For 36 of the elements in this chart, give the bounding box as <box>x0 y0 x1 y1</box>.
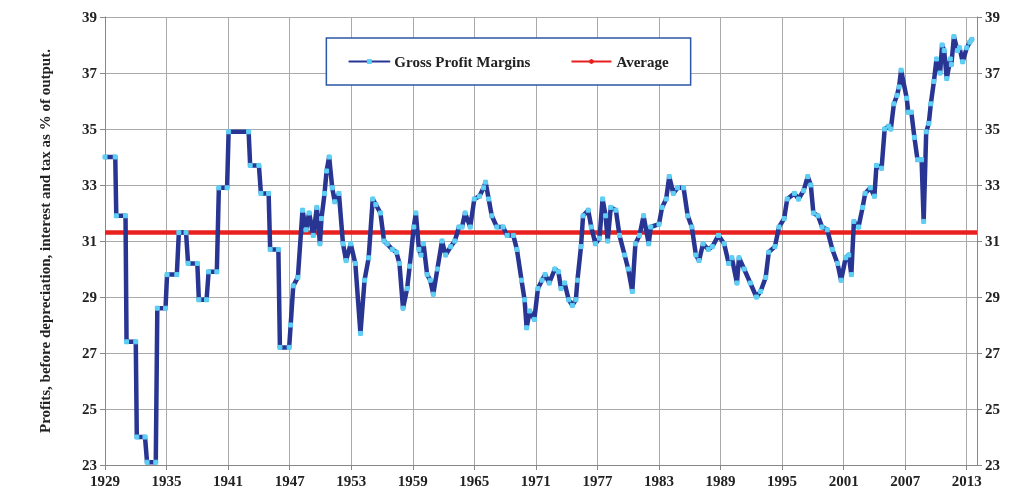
x-tick-label: 2001 <box>828 472 859 489</box>
x-tick-label: 1989 <box>705 472 736 489</box>
y-tick-label: 33 <box>82 177 97 193</box>
legend-label: Gross Profit Margins <box>394 53 531 70</box>
x-tick-label: 1935 <box>151 472 182 489</box>
y-tick-label: 37 <box>82 65 98 81</box>
x-tick-label: 1929 <box>90 472 120 489</box>
y2-tick-label: 27 <box>985 345 1001 361</box>
y2-tick-label: 35 <box>985 121 1000 137</box>
y2-tick-label: 33 <box>985 177 1000 193</box>
legend-label: Average <box>616 53 669 70</box>
y2-tick-label: 29 <box>985 289 1000 305</box>
y2-tick-label: 25 <box>985 401 1000 417</box>
y-tick-label: 29 <box>82 289 97 305</box>
y2-tick-label: 39 <box>985 9 1000 25</box>
y-tick-label: 27 <box>82 345 98 361</box>
x-tick-label: 1941 <box>213 472 244 489</box>
x-tick-label: 1959 <box>397 472 428 489</box>
x-tick-label: 1983 <box>643 472 674 489</box>
y2-tick-label: 31 <box>985 233 1000 249</box>
x-tick-label: 1971 <box>520 472 551 489</box>
x-tick-label: 1953 <box>336 472 367 489</box>
y-tick-label: 31 <box>82 233 97 249</box>
x-tick-label: 1977 <box>582 472 613 489</box>
y-axis-title: Profits, before depreciation, interest and tax as % of output. <box>36 48 53 433</box>
x-tick-label: 1995 <box>767 472 798 489</box>
y-tick-label: 23 <box>82 457 97 473</box>
y-tick-label: 25 <box>82 401 97 417</box>
y2-tick-label: 23 <box>985 457 1000 473</box>
x-tick-label: 1965 <box>459 472 490 489</box>
x-tick-label: 2013 <box>951 472 982 489</box>
x-tick-label: 1947 <box>274 472 306 489</box>
x-tick-label: 2007 <box>890 472 921 489</box>
y-tick-label: 39 <box>82 9 97 25</box>
y2-tick-label: 37 <box>985 65 1001 81</box>
y-tick-label: 35 <box>82 121 97 137</box>
